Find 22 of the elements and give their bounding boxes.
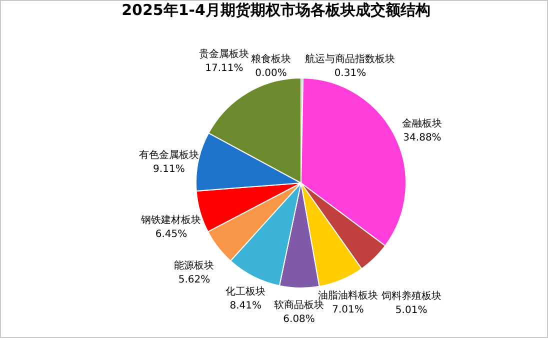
data-label: 7.01% — [332, 304, 364, 316]
data-label: 34.88% — [403, 132, 442, 144]
slice-label: 能源板块 — [174, 260, 214, 272]
data-label: 5.01% — [395, 305, 428, 316]
data-label: 6.45% — [155, 229, 188, 240]
slice-label: 钢铁建材板块 — [140, 214, 202, 226]
data-label: 6.08% — [283, 314, 315, 325]
chart-title: 2025年1-4月期货期权市场各板块成交额结构 — [122, 1, 430, 19]
slice-label: 金融板块 — [402, 118, 442, 130]
data-label: 5.62% — [178, 274, 210, 286]
data-label: 8.41% — [230, 300, 262, 312]
slice-label: 饲料养殖板块 — [380, 290, 442, 302]
slice-label: 有色金属板块 — [138, 148, 199, 161]
slice-label: 贵金属板块 — [199, 48, 250, 60]
data-label: 9.11% — [153, 164, 185, 175]
data-label: 17.11% — [205, 63, 244, 74]
data-label: 0.31% — [334, 68, 366, 80]
slice-label: 软商品板块 — [274, 298, 324, 311]
slice-label: 航运与商品指数板块 — [305, 53, 396, 66]
category-label: 粮食板块 — [251, 54, 291, 65]
slice-label: 化工板块 — [226, 286, 266, 298]
text: 0.00% — [255, 68, 287, 79]
